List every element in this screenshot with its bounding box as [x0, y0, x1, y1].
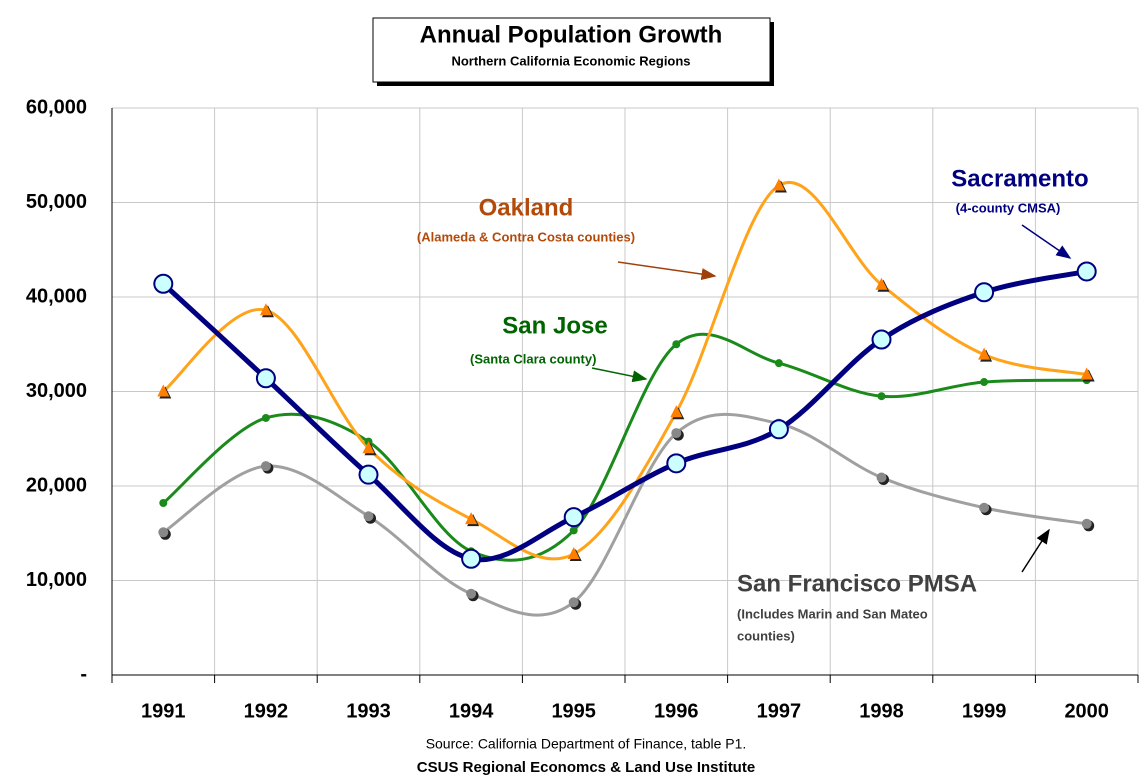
- point: [153, 273, 174, 294]
- point: [260, 461, 271, 472]
- source: Source: California Department of Finance…: [426, 736, 747, 752]
- point: [1080, 367, 1093, 380]
- point: [569, 526, 578, 535]
- y-tick-label: 40,000: [26, 285, 87, 307]
- point: [1076, 261, 1097, 282]
- point: [774, 359, 783, 368]
- series-label: San Francisco PMSA: [737, 570, 977, 597]
- arrow: [591, 367, 648, 383]
- chart-title: Annual Population Growth: [420, 21, 723, 48]
- x-tick-label: 1993: [346, 700, 391, 722]
- x-tick-label: 1999: [962, 700, 1007, 722]
- arrow: [617, 261, 717, 281]
- point: [670, 405, 683, 418]
- x-tick-label: 1998: [859, 700, 904, 722]
- y-tick-label: 10,000: [26, 569, 87, 591]
- point: [979, 502, 990, 513]
- series-line: [162, 412, 1087, 617]
- point: [666, 453, 687, 474]
- point: [877, 392, 886, 401]
- point: [158, 527, 169, 538]
- point: [461, 548, 482, 569]
- annotation: counties): [737, 628, 795, 643]
- y-tick-label: 60,000: [26, 96, 87, 118]
- y-tick-label: -: [80, 663, 87, 685]
- point: [255, 368, 276, 389]
- point: [362, 441, 375, 454]
- x-tick-label: 1992: [244, 700, 289, 722]
- point: [768, 419, 789, 440]
- y-tick-label: 20,000: [26, 474, 87, 496]
- x-tick-label: 2000: [1064, 700, 1109, 722]
- arrow: [1021, 528, 1050, 573]
- series-line: [161, 269, 1088, 563]
- annotation: (4-county CMSA): [956, 200, 1061, 215]
- arrow: [1021, 224, 1072, 259]
- annotation: (Alameda & Contra Costa counties): [417, 229, 635, 244]
- point: [876, 472, 887, 483]
- series-label: Oakland: [479, 194, 574, 221]
- annotation: (Includes Marin and San Mateo: [737, 606, 928, 621]
- series-line: [162, 332, 1087, 562]
- y-tick-label: 30,000: [26, 380, 87, 402]
- x-tick-label: 1995: [551, 700, 596, 722]
- plot-area: - 10,000 20,000 30,000 40,000 50,000 60,000 199…: [26, 96, 1139, 722]
- credit: CSUS Regional Economcs & Land Use Instit…: [417, 759, 755, 776]
- series-label: Sacramento: [951, 165, 1088, 192]
- point: [466, 588, 477, 599]
- y-tick-label: 50,000: [26, 191, 87, 213]
- x-tick-label: 1997: [757, 700, 802, 722]
- x-tick-label: 1991: [141, 700, 186, 722]
- point: [358, 464, 379, 485]
- point: [261, 413, 270, 422]
- series-label: San Jose: [502, 312, 607, 339]
- x-tick-label: 1996: [654, 700, 699, 722]
- point: [465, 512, 478, 525]
- point: [363, 511, 374, 522]
- point: [978, 347, 991, 360]
- point: [259, 303, 272, 316]
- point: [157, 384, 170, 397]
- point: [567, 547, 580, 560]
- point: [871, 329, 892, 350]
- point: [772, 178, 785, 191]
- point: [568, 597, 579, 608]
- point: [875, 277, 888, 290]
- point: [980, 378, 989, 387]
- point: [671, 428, 682, 439]
- annotation: (Santa Clara county): [470, 351, 596, 366]
- point: [974, 282, 995, 303]
- point: [1081, 518, 1092, 529]
- x-tick-label: 1994: [449, 700, 494, 722]
- title-box: [372, 17, 771, 83]
- point: [672, 340, 681, 349]
- point: [159, 499, 168, 508]
- chart-subtitle: Northern California Economic Regions: [451, 53, 690, 68]
- point: [563, 507, 584, 528]
